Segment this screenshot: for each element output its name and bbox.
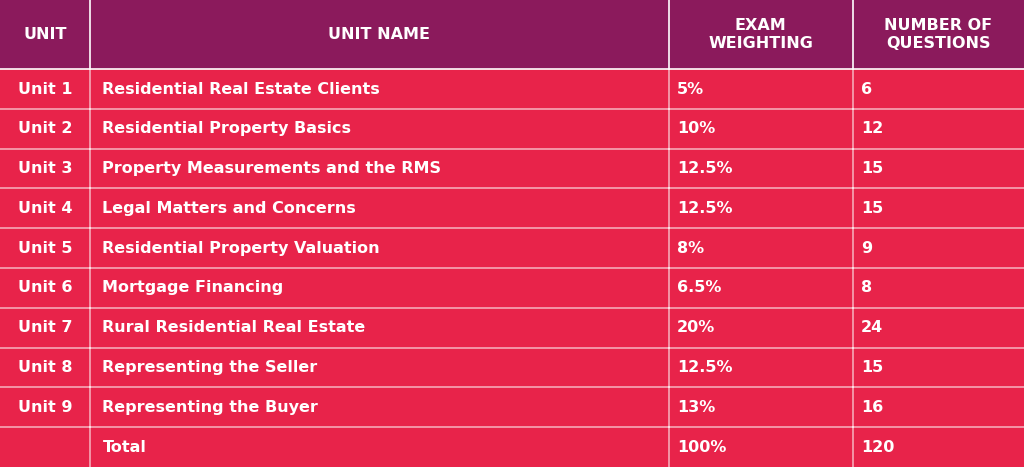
Text: 6.5%: 6.5% bbox=[677, 281, 721, 296]
Text: 12: 12 bbox=[861, 121, 884, 136]
Text: Rural Residential Real Estate: Rural Residential Real Estate bbox=[102, 320, 366, 335]
Bar bbox=[0, 427, 90, 467]
Text: 13%: 13% bbox=[677, 400, 715, 415]
Bar bbox=[0, 109, 90, 149]
Text: Unit 2: Unit 2 bbox=[17, 121, 73, 136]
Text: NUMBER OF
QUESTIONS: NUMBER OF QUESTIONS bbox=[885, 18, 992, 51]
Bar bbox=[853, 109, 1024, 149]
Bar bbox=[90, 228, 669, 268]
Text: Residential Property Valuation: Residential Property Valuation bbox=[102, 241, 380, 255]
Bar bbox=[669, 69, 853, 109]
Bar bbox=[669, 268, 853, 308]
Bar bbox=[90, 0, 669, 69]
Text: Representing the Seller: Representing the Seller bbox=[102, 360, 317, 375]
Bar bbox=[669, 109, 853, 149]
Bar bbox=[0, 189, 90, 228]
Bar bbox=[0, 388, 90, 427]
Bar bbox=[0, 308, 90, 347]
Text: Mortgage Financing: Mortgage Financing bbox=[102, 281, 284, 296]
Text: 10%: 10% bbox=[677, 121, 715, 136]
Text: 12.5%: 12.5% bbox=[677, 161, 732, 176]
Text: Residential Property Basics: Residential Property Basics bbox=[102, 121, 351, 136]
Bar bbox=[853, 69, 1024, 109]
Bar bbox=[0, 149, 90, 189]
Bar bbox=[853, 347, 1024, 388]
Bar bbox=[90, 347, 669, 388]
Text: 8: 8 bbox=[861, 281, 872, 296]
Text: Residential Real Estate Clients: Residential Real Estate Clients bbox=[102, 82, 380, 97]
Bar bbox=[853, 427, 1024, 467]
Text: UNIT: UNIT bbox=[24, 27, 67, 42]
Text: EXAM
WEIGHTING: EXAM WEIGHTING bbox=[709, 18, 813, 51]
Bar bbox=[90, 149, 669, 189]
Text: Unit 3: Unit 3 bbox=[17, 161, 73, 176]
Text: Unit 8: Unit 8 bbox=[17, 360, 73, 375]
Text: 12.5%: 12.5% bbox=[677, 201, 732, 216]
Text: Representing the Buyer: Representing the Buyer bbox=[102, 400, 318, 415]
Bar bbox=[90, 189, 669, 228]
Bar bbox=[0, 228, 90, 268]
Text: 100%: 100% bbox=[677, 439, 726, 454]
Text: Total: Total bbox=[102, 439, 146, 454]
Bar bbox=[0, 69, 90, 109]
Text: 24: 24 bbox=[861, 320, 884, 335]
Text: Unit 7: Unit 7 bbox=[17, 320, 73, 335]
Text: 8%: 8% bbox=[677, 241, 703, 255]
Text: Unit 1: Unit 1 bbox=[17, 82, 73, 97]
Bar bbox=[669, 228, 853, 268]
Text: 15: 15 bbox=[861, 201, 884, 216]
Bar bbox=[0, 0, 90, 69]
Bar bbox=[669, 308, 853, 347]
Text: Property Measurements and the RMS: Property Measurements and the RMS bbox=[102, 161, 441, 176]
Text: 5%: 5% bbox=[677, 82, 703, 97]
Bar bbox=[669, 347, 853, 388]
Bar bbox=[669, 189, 853, 228]
Bar bbox=[90, 109, 669, 149]
Text: Unit 6: Unit 6 bbox=[17, 281, 73, 296]
Bar bbox=[90, 427, 669, 467]
Text: 16: 16 bbox=[861, 400, 884, 415]
Bar bbox=[853, 189, 1024, 228]
Bar bbox=[0, 268, 90, 308]
Bar bbox=[853, 149, 1024, 189]
Bar bbox=[853, 308, 1024, 347]
Bar bbox=[90, 69, 669, 109]
Bar bbox=[669, 0, 853, 69]
Bar bbox=[853, 0, 1024, 69]
Text: Unit 9: Unit 9 bbox=[17, 400, 73, 415]
Text: Unit 4: Unit 4 bbox=[17, 201, 73, 216]
Bar bbox=[853, 268, 1024, 308]
Bar bbox=[90, 268, 669, 308]
Bar bbox=[669, 388, 853, 427]
Text: 12.5%: 12.5% bbox=[677, 360, 732, 375]
Bar bbox=[90, 308, 669, 347]
Text: 9: 9 bbox=[861, 241, 872, 255]
Text: Legal Matters and Concerns: Legal Matters and Concerns bbox=[102, 201, 356, 216]
Bar bbox=[0, 347, 90, 388]
Text: 6: 6 bbox=[861, 82, 872, 97]
Text: 15: 15 bbox=[861, 360, 884, 375]
Text: 120: 120 bbox=[861, 439, 895, 454]
Bar bbox=[853, 228, 1024, 268]
Bar bbox=[669, 149, 853, 189]
Text: 15: 15 bbox=[861, 161, 884, 176]
Text: 20%: 20% bbox=[677, 320, 715, 335]
Bar bbox=[90, 388, 669, 427]
Bar bbox=[669, 427, 853, 467]
Text: Unit 5: Unit 5 bbox=[17, 241, 73, 255]
Bar bbox=[853, 388, 1024, 427]
Text: UNIT NAME: UNIT NAME bbox=[329, 27, 430, 42]
